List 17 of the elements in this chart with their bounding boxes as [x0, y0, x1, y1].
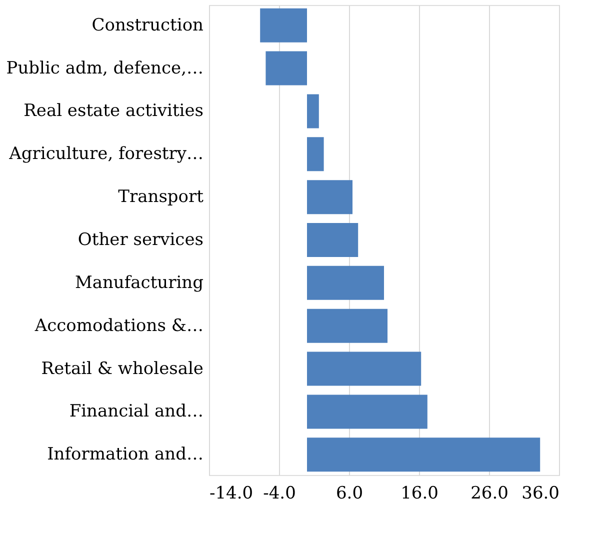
- x-tick-label: 6.0: [336, 484, 364, 504]
- y-tick-label: Public adm, defence,…: [6, 58, 204, 78]
- x-tick-label: 16.0: [400, 484, 438, 504]
- x-tick-label: 36.0: [522, 484, 560, 504]
- x-tick-label: 26.0: [470, 484, 508, 504]
- y-tick-label: Transport: [118, 187, 204, 208]
- y-tick-label: Real estate activities: [24, 101, 204, 122]
- y-tick-label: Financial and…: [69, 402, 204, 422]
- y-tick-label: Other services: [78, 230, 204, 250]
- x-tick-label: -4.0: [263, 484, 296, 504]
- x-tick-label: -14.0: [210, 484, 254, 504]
- y-tick-label: Information and…: [47, 444, 204, 465]
- y-tick-label: Manufacturing: [74, 272, 204, 293]
- y-tick-label: Accomodations &…: [34, 316, 204, 336]
- y-tick-label: Agriculture, forestry…: [8, 144, 204, 164]
- y-tick-label: Construction: [92, 15, 204, 36]
- y-tick-label: Retail & wholesale: [41, 358, 204, 379]
